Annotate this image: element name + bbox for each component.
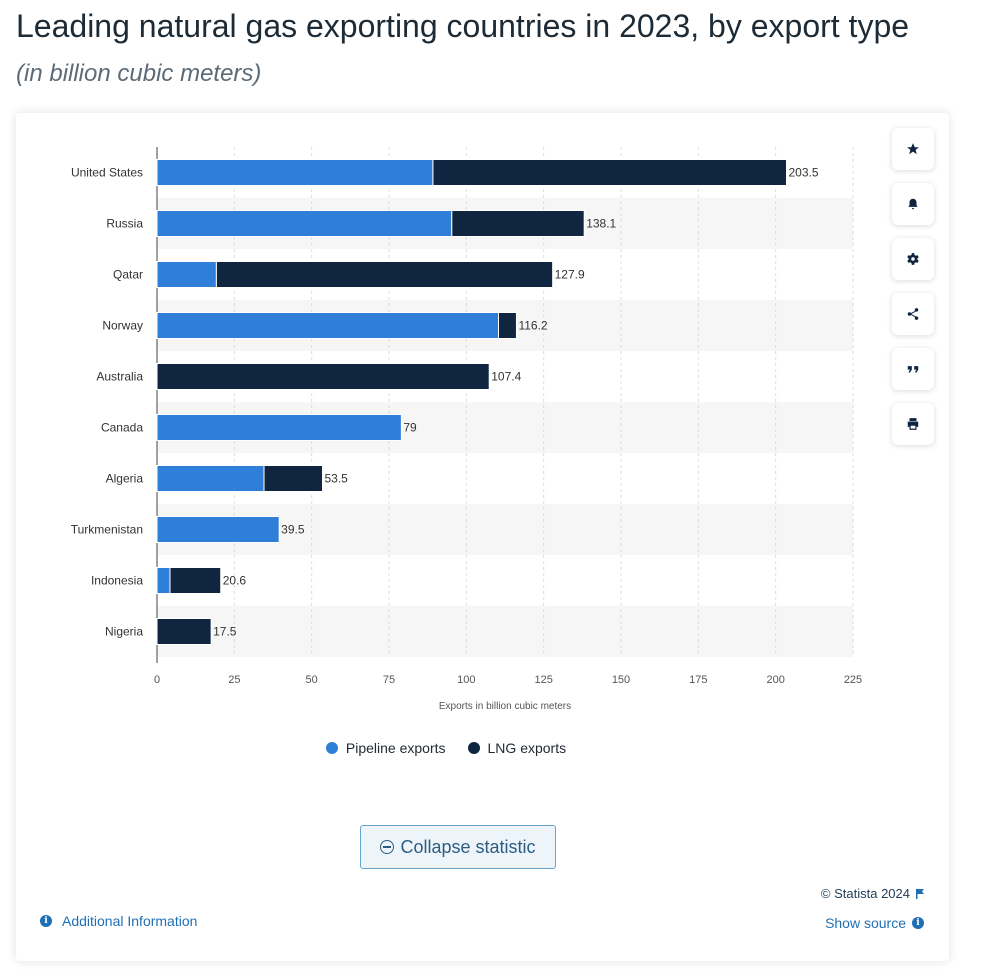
category-label: Algeria (106, 472, 144, 486)
row-band (157, 606, 853, 657)
category-label: Russia (106, 217, 143, 231)
x-tick-label: 200 (766, 674, 784, 686)
x-tick-label: 25 (228, 674, 240, 686)
bar-lng (498, 312, 517, 339)
x-tick-label: 175 (689, 674, 707, 686)
bar-pipeline (156, 567, 171, 594)
flag-icon (916, 888, 924, 899)
x-tick-label: 50 (306, 674, 318, 686)
show-source-label: Show source (825, 915, 906, 931)
citation-button[interactable] (892, 348, 934, 390)
minus-circle-icon (380, 840, 395, 854)
legend-label-pipeline: Pipeline exports (345, 740, 446, 756)
legend-item-pipeline[interactable]: Pipeline exports (325, 740, 446, 756)
share-icon (907, 308, 919, 320)
page-title: Leading natural gas exporting countries … (16, 8, 910, 44)
copyright-text: © Statista 2024 (820, 886, 910, 901)
bar-lng (156, 618, 212, 645)
data-label: 39.5 (281, 523, 305, 537)
category-label: Qatar (113, 268, 143, 282)
share-button[interactable] (892, 293, 934, 335)
x-tick-label: 150 (612, 674, 630, 686)
collapse-statistic-label: Collapse statistic (400, 836, 536, 857)
bell-icon (908, 198, 918, 210)
bar-lng (169, 567, 222, 594)
star-icon (907, 143, 919, 155)
collapse-statistic-button[interactable]: Collapse statistic (360, 825, 556, 869)
x-tick-label: 125 (534, 674, 552, 686)
x-tick-label: 225 (844, 674, 862, 686)
data-label: 203.5 (788, 166, 818, 180)
quote-icon (907, 366, 919, 373)
settings-button[interactable] (892, 238, 934, 280)
bar-lng (156, 363, 490, 390)
additional-information-link[interactable]: i Additional Information (40, 913, 197, 929)
bar-pipeline (156, 312, 500, 339)
bar-pipeline (156, 261, 217, 288)
bar-lng (432, 159, 787, 186)
legend-marker-pipeline (325, 742, 338, 754)
bar-pipeline (156, 159, 434, 186)
print-icon (907, 418, 919, 430)
data-label: 20.6 (223, 574, 247, 588)
data-label: 17.5 (213, 625, 237, 639)
data-label: 127.9 (555, 268, 585, 282)
copyright-notice: © Statista 2024 (821, 886, 924, 901)
category-label: Canada (101, 421, 143, 435)
bar-pipeline (156, 516, 280, 543)
bar-pipeline (156, 210, 453, 237)
data-label: 107.4 (491, 370, 521, 384)
category-label: Nigeria (105, 625, 143, 639)
additional-information-label: Additional Information (62, 913, 198, 929)
page-subtitle: (in billion cubic meters) (16, 60, 262, 87)
category-label: United States (71, 166, 143, 180)
bar-lng (451, 210, 585, 237)
bar-pipeline (156, 414, 402, 441)
data-label: 79 (403, 421, 417, 435)
category-label: Norway (102, 319, 143, 333)
x-tick-label: 0 (154, 674, 160, 686)
chart-legend: Pipeline exports LNG exports (16, 740, 876, 756)
info-icon: i (40, 915, 52, 927)
legend-marker-lng (467, 742, 480, 754)
bar-lng (263, 465, 323, 492)
legend-item-lng[interactable]: LNG exports (467, 740, 567, 756)
legend-label-lng: LNG exports (487, 740, 567, 756)
category-label: Indonesia (91, 574, 143, 588)
x-axis-title: Exports in billion cubic meters (439, 701, 571, 712)
bar-pipeline (156, 465, 265, 492)
category-label: Australia (96, 370, 143, 384)
gear-icon (907, 253, 919, 265)
favorite-button[interactable] (892, 128, 934, 170)
info-icon: i (912, 917, 924, 929)
stacked-bar-chart: 0 25 50 75 100 125 150 175 200 225 United States 20… (71, 147, 862, 712)
bar-lng (215, 261, 554, 288)
notification-button[interactable] (892, 183, 934, 225)
category-label: Turkmenistan (71, 523, 143, 537)
statistic-card: 0 25 50 75 100 125 150 175 200 225 United States 20… (16, 113, 949, 961)
data-label: 116.2 (518, 319, 547, 333)
x-tick-label: 75 (383, 674, 395, 686)
print-button[interactable] (892, 403, 934, 445)
data-label: 138.1 (586, 217, 616, 231)
show-source-link[interactable]: Show source i (825, 915, 924, 931)
x-tick-label: 100 (457, 674, 475, 686)
data-label: 53.5 (324, 472, 348, 486)
